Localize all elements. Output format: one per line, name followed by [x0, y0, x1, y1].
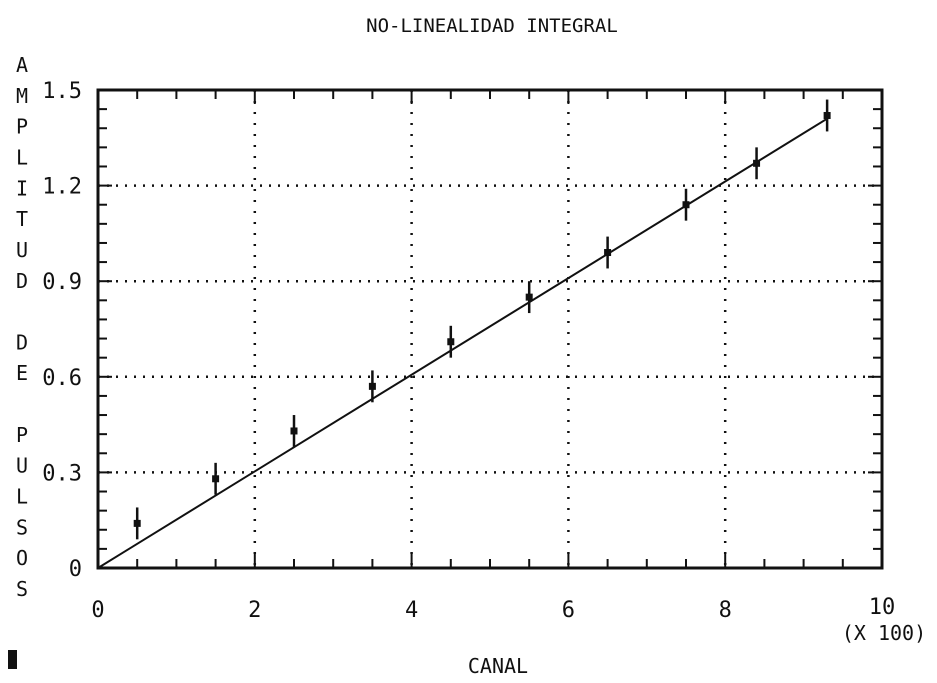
- y-tick-label: 1.2: [42, 175, 82, 200]
- y-tick-label: 0.3: [42, 461, 82, 486]
- y-tick-label: 0: [69, 557, 82, 582]
- y-axis-label-char: U: [16, 238, 28, 262]
- x-multiplier-label: (X 100): [842, 621, 926, 645]
- y-axis-label-char: S: [16, 515, 28, 539]
- y-tick-label: 1.5: [42, 79, 82, 104]
- x-tick-label: 4: [405, 598, 418, 623]
- data-point: [823, 111, 831, 119]
- data-point: [133, 519, 141, 527]
- y-axis-label-char: D: [16, 330, 28, 354]
- data-point: [447, 338, 455, 346]
- chart-title: NO-LINEALIDAD INTEGRAL: [366, 15, 618, 37]
- data-point: [212, 475, 220, 483]
- data-point: [368, 382, 376, 390]
- y-axis-label-char: L: [16, 485, 28, 509]
- data-point: [753, 159, 761, 167]
- x-tick-label: 8: [719, 598, 732, 623]
- y-axis-label-char: M: [16, 84, 28, 108]
- x-tick-labels: 0 2 4 6 8 10: [91, 595, 895, 623]
- x-axis-label: CANAL: [468, 654, 528, 678]
- data-point: [604, 249, 612, 257]
- y-axis-label-char: T: [16, 207, 28, 231]
- x-tick-label: 6: [562, 598, 575, 623]
- y-axis-label-char: S: [16, 577, 28, 601]
- x-tick-label: 0: [91, 598, 104, 623]
- fit-line: [97, 117, 828, 569]
- y-axis-label-char: E: [16, 361, 28, 385]
- y-axis-label-char: O: [16, 546, 28, 570]
- y-axis-label-char: P: [16, 423, 28, 447]
- y-tick-label: 0.9: [42, 270, 82, 295]
- data-points: [133, 99, 831, 540]
- y-axis-label-char: L: [16, 145, 28, 169]
- fit-line-group: [97, 117, 828, 569]
- data-point: [525, 293, 533, 301]
- x-tick-label: 2: [248, 598, 261, 623]
- y-tick-labels: 0 0.3 0.6 0.9 1.2 1.5: [42, 79, 82, 582]
- y-axis-label-char: D: [16, 269, 28, 293]
- data-point: [682, 201, 690, 209]
- plot-frame: [96, 88, 884, 570]
- y-axis-label-char: U: [16, 454, 28, 478]
- y-tick-label: 0.6: [42, 366, 82, 391]
- x-tick-label: 10: [869, 595, 896, 620]
- y-axis-label-char: A: [16, 53, 28, 77]
- cursor-block-icon: [8, 650, 17, 669]
- y-axis-label-char: P: [16, 115, 28, 139]
- data-point: [290, 427, 298, 435]
- y-axis-label-char: I: [16, 176, 28, 200]
